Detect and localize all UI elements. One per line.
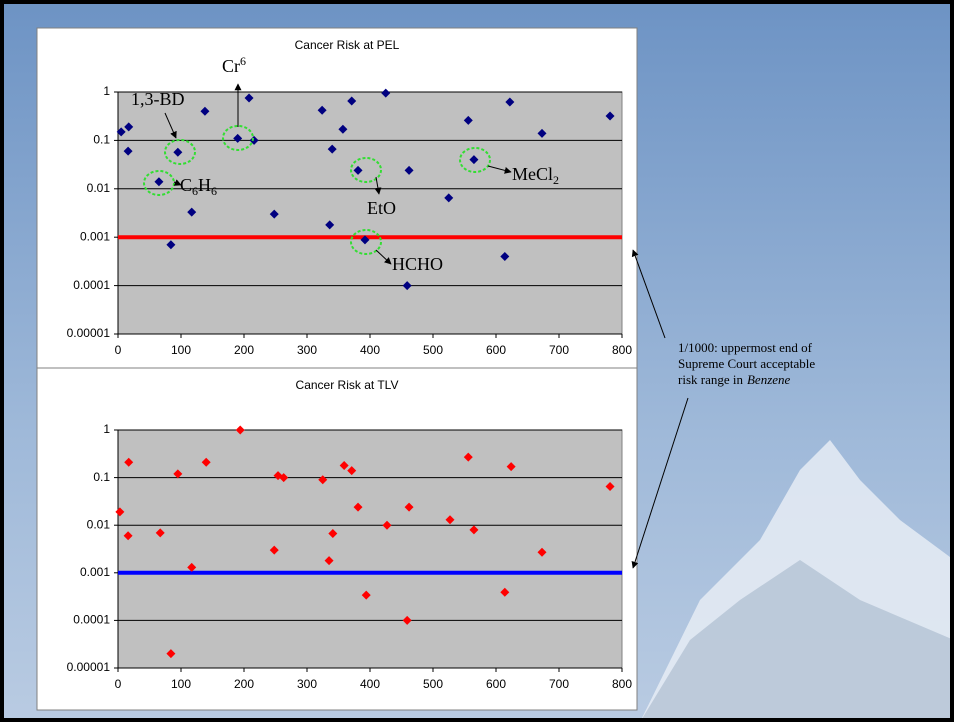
chart: Cancer Risk at TLV 0.00001 0.0001 0.001 0.01… xyxy=(37,368,637,710)
y-tick-label: 0.01 xyxy=(87,517,111,531)
x-tick-label: 700 xyxy=(549,677,569,691)
x-tick-label: 400 xyxy=(360,677,380,691)
chart: Cancer Risk at PEL 0.00001 0.0001 0.001 0.01… xyxy=(37,28,637,368)
chart-title: Cancer Risk at TLV xyxy=(296,378,399,392)
y-tick-label: 0.01 xyxy=(87,181,111,195)
y-tick-label: 0.1 xyxy=(93,470,110,484)
y-tick-label: 0.0001 xyxy=(73,278,110,292)
annotation-part: MeCl xyxy=(512,164,553,184)
y-tick-label: 0.0001 xyxy=(73,613,110,627)
annotation-part: 2 xyxy=(553,173,559,187)
x-tick-label: 300 xyxy=(297,343,317,357)
x-tick-label: 500 xyxy=(423,677,443,691)
y-tick-label: 0.001 xyxy=(80,565,110,579)
annotation-part: 6 xyxy=(240,54,246,68)
annotation-part: H xyxy=(198,175,211,195)
x-tick-label: 600 xyxy=(486,343,506,357)
x-tick-label: 600 xyxy=(486,677,506,691)
y-tick-label: 1 xyxy=(103,84,110,98)
y-tick-label: 0.00001 xyxy=(67,326,111,340)
note-text: risk range in xyxy=(678,372,743,387)
x-tick-label: 0 xyxy=(115,677,122,691)
x-tick-label: 800 xyxy=(612,343,632,357)
x-tick-label: 800 xyxy=(612,677,632,691)
x-tick-label: 700 xyxy=(549,343,569,357)
annotation: MeCl2 xyxy=(512,164,559,187)
x-tick-label: 100 xyxy=(171,343,191,357)
y-tick-label: 0.1 xyxy=(93,133,110,147)
annotation-part: EtO xyxy=(367,198,396,218)
y-tick-label: 0.001 xyxy=(80,229,110,243)
x-tick-label: 200 xyxy=(234,677,254,691)
x-tick-label: 300 xyxy=(297,677,317,691)
x-tick-label: 200 xyxy=(234,343,254,357)
note-italic: Benzene xyxy=(747,372,791,387)
plot-area xyxy=(118,430,622,668)
y-tick-label: 1 xyxy=(103,422,110,436)
annotation-part: Cr xyxy=(222,56,240,76)
x-tick-label: 100 xyxy=(171,677,191,691)
annotation: 1,3-BD xyxy=(131,89,185,109)
slide: Cancer Risk at PEL 0.00001 0.0001 0.001 0.01… xyxy=(0,0,954,722)
note-line: Supreme Court acceptable xyxy=(678,356,815,371)
annotation: EtO xyxy=(367,198,396,218)
charts: Cancer Risk at PEL 0.00001 0.0001 0.001 0.01… xyxy=(37,28,637,710)
annotation: HCHO xyxy=(392,254,443,274)
annotation-part: HCHO xyxy=(392,254,443,274)
x-tick-label: 400 xyxy=(360,343,380,357)
y-tick-label: 0.00001 xyxy=(67,660,111,674)
note-line: risk range in Benzene xyxy=(678,372,791,387)
annotation-part: 1,3-BD xyxy=(131,89,185,109)
note-line: 1/1000: uppermost end of xyxy=(678,340,813,355)
annotation-part: 6 xyxy=(211,184,217,198)
annotation-part: C xyxy=(180,175,192,195)
chart-title: Cancer Risk at PEL xyxy=(295,38,400,52)
x-tick-label: 0 xyxy=(115,343,122,357)
x-tick-label: 500 xyxy=(423,343,443,357)
